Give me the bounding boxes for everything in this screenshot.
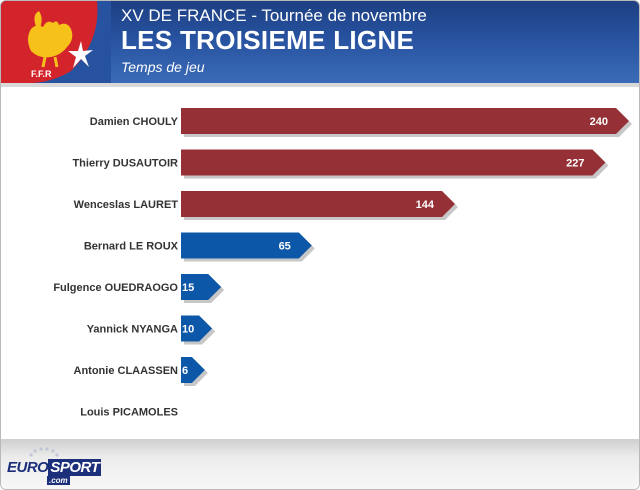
header-divider [1, 83, 639, 87]
value-label: 65 [279, 241, 291, 253]
footer-band [1, 439, 639, 489]
category-label: Bernard LE ROUX [84, 241, 179, 253]
value-label: 144 [416, 199, 435, 211]
ffr-logo: F.F.R [1, 1, 111, 83]
value-label: 15 [182, 282, 194, 294]
category-label: Fulgence OUEDRAOGO [53, 282, 178, 294]
bar [181, 108, 629, 134]
value-label: 10 [182, 324, 194, 336]
value-label: 6 [182, 365, 188, 377]
bar [181, 191, 455, 217]
eurosport-logo-sport: SPORT [48, 459, 102, 476]
eurosport-stars-icon [29, 447, 59, 457]
eurosport-logo-suffix: .com [47, 476, 70, 485]
category-label: Thierry DUSAUTOIR [72, 158, 178, 170]
rooster-icon [28, 9, 73, 68]
svg-text:F.F.R: F.F.R [31, 69, 52, 79]
bar [181, 357, 205, 383]
bar [181, 274, 222, 300]
category-label: Damien CHOULY [90, 116, 179, 128]
category-label: Yannick NYANGA [87, 324, 178, 336]
eurosport-logo-euro: EURO [7, 459, 49, 476]
category-label: Wenceslas LAURET [74, 199, 179, 211]
bar-chart: Damien CHOULY 240 Thierry DUSAUTOIR 227 Wenc… [53, 108, 632, 419]
header-tour-title: XV DE FRANCE - Tournée de novembre [121, 6, 427, 25]
bar [181, 232, 312, 259]
chart-subtitle: Temps de jeu [121, 59, 205, 75]
bar [181, 315, 213, 342]
category-label: Antonie CLAASSEN [74, 365, 179, 377]
value-label: 240 [590, 116, 608, 128]
value-label: 227 [566, 158, 584, 170]
category-label: Louis PICAMOLES [80, 407, 178, 419]
eurosport-logo: EURO SPORT [7, 459, 102, 476]
bar [181, 149, 606, 176]
page-title: LES TROISIEME LIGNE [121, 25, 415, 55]
